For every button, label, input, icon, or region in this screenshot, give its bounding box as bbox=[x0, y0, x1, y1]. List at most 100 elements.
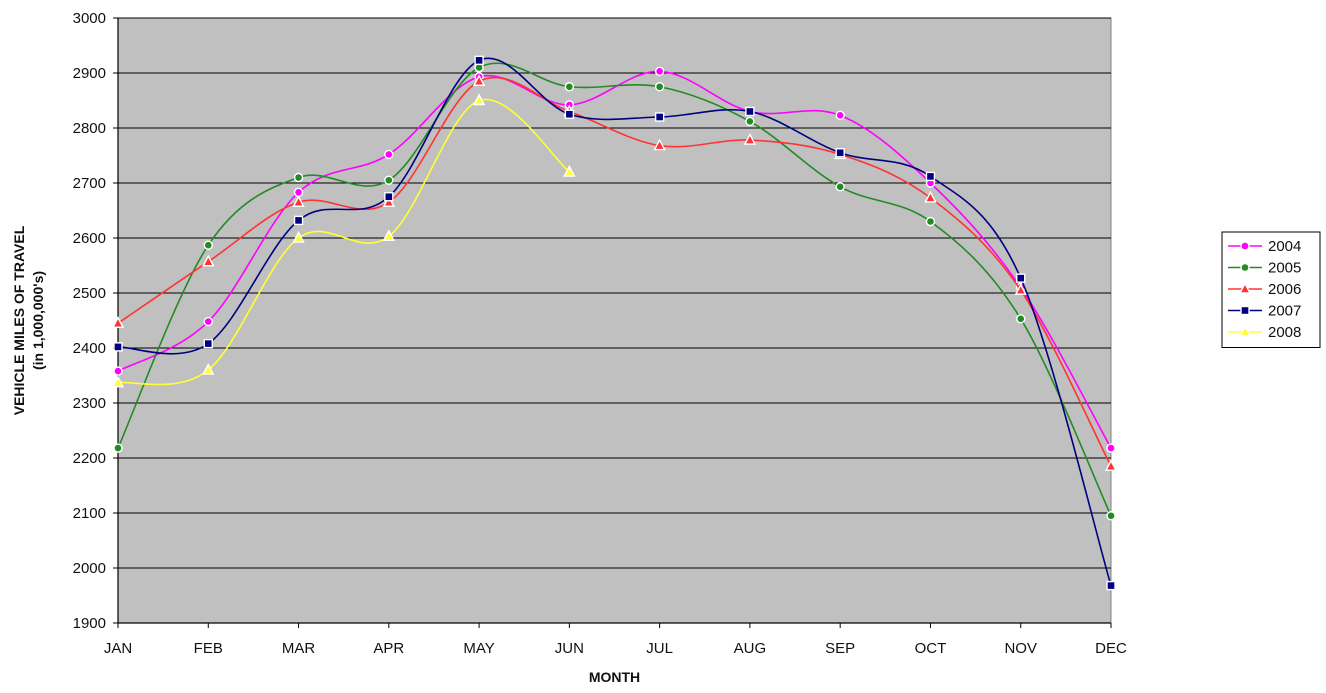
data-point-2007-JAN bbox=[113, 342, 123, 352]
data-point-2005-FEB bbox=[203, 240, 213, 250]
series-2007 bbox=[113, 55, 1116, 591]
series-line-2007 bbox=[117, 57, 1112, 586]
data-point-2007-JUL bbox=[654, 112, 665, 122]
legend-marker bbox=[1238, 324, 1252, 337]
x-tick-labels: JAN FEB MAR APR MAY JUN JUL AUG SEP OCT NOV DEC bbox=[104, 640, 1127, 657]
data-point-2005-NOV bbox=[1016, 314, 1026, 324]
legend-label: 2004 bbox=[1268, 238, 1301, 255]
legend-label: 2006 bbox=[1268, 281, 1301, 298]
data-point-2008-MAR bbox=[292, 230, 305, 243]
series-layer bbox=[111, 55, 1118, 591]
data-point-2008-APR bbox=[382, 229, 395, 242]
data-point-2007-SEP bbox=[835, 148, 845, 158]
x-axis-title: MONTH bbox=[589, 669, 640, 685]
data-point-2007-NOV bbox=[1016, 273, 1026, 283]
y-tick-label: 2800 bbox=[73, 120, 106, 137]
data-point-2006-MAR bbox=[292, 195, 305, 207]
legend-marker bbox=[1240, 305, 1250, 316]
y-axis-subtitle: (in 1,000,000's) bbox=[30, 271, 46, 370]
data-point-2007-MAR bbox=[293, 215, 304, 226]
data-point-2008-JUN bbox=[563, 164, 576, 177]
data-point-2005-APR bbox=[384, 175, 394, 185]
y-tick-label: 1900 bbox=[73, 615, 106, 632]
legend-item-2006: 2006 bbox=[1228, 281, 1301, 298]
data-point-2004-FEB bbox=[203, 316, 213, 327]
data-point-2007-MAY bbox=[474, 55, 484, 66]
y-tick-label: 3000 bbox=[73, 10, 106, 27]
series-line-2005 bbox=[117, 62, 1112, 517]
x-tick-label: NOV bbox=[1004, 640, 1037, 657]
y-axis-title-group: VEHICLE MILES OF TRAVEL (in 1,000,000's) bbox=[11, 225, 46, 415]
legend-item-2007: 2007 bbox=[1228, 303, 1301, 320]
legend: 2004 2005 2006 2007 2008 bbox=[1221, 231, 1321, 348]
x-tick-label: JAN bbox=[104, 640, 132, 657]
data-point-2005-JUL bbox=[654, 82, 665, 92]
x-tick-label: OCT bbox=[915, 640, 947, 657]
data-point-2006-JUL bbox=[653, 138, 666, 151]
data-point-2006-MAY bbox=[472, 74, 486, 86]
legend-item-2008: 2008 bbox=[1228, 324, 1301, 341]
y-tick-label: 2100 bbox=[73, 505, 106, 522]
data-point-2007-JUN bbox=[564, 109, 575, 119]
data-point-2005-JUN bbox=[564, 82, 575, 92]
data-point-2005-DEC bbox=[1106, 511, 1116, 521]
data-point-2005-SEP bbox=[835, 182, 845, 192]
y-axis-title: VEHICLE MILES OF TRAVEL bbox=[11, 225, 27, 415]
x-tick-label: SEP bbox=[825, 640, 855, 657]
plot-area bbox=[117, 17, 1112, 624]
y-tick-label: 2600 bbox=[73, 230, 106, 247]
x-tick-label: MAR bbox=[282, 640, 316, 657]
data-point-2004-MAR bbox=[293, 187, 304, 198]
data-point-2006-APR bbox=[382, 195, 395, 207]
legend-marker bbox=[1238, 281, 1252, 294]
legend-marker bbox=[1240, 262, 1250, 273]
legend-item-2005: 2005 bbox=[1228, 260, 1301, 277]
data-point-2005-OCT bbox=[925, 216, 936, 227]
x-tick-label: AUG bbox=[734, 640, 767, 657]
y-tick-label: 2400 bbox=[73, 340, 106, 357]
data-point-2008-FEB bbox=[202, 362, 215, 375]
series-2005 bbox=[113, 62, 1116, 521]
data-point-2006-NOV bbox=[1014, 283, 1027, 295]
data-point-2008-JAN bbox=[111, 375, 125, 388]
data-point-2006-FEB bbox=[202, 254, 215, 267]
data-point-2006-JAN bbox=[111, 316, 125, 328]
y-tick-label: 2300 bbox=[73, 395, 106, 412]
data-point-2007-DEC bbox=[1106, 580, 1116, 591]
y-tick-label: 2200 bbox=[73, 450, 106, 467]
y-tick-label: 2000 bbox=[73, 560, 106, 577]
legend-marker bbox=[1240, 241, 1250, 251]
x-tick-label: DEC bbox=[1095, 640, 1127, 657]
x-tick-label: FEB bbox=[194, 640, 223, 657]
data-point-2004-JAN bbox=[113, 366, 123, 376]
data-point-2004-APR bbox=[384, 149, 394, 160]
data-point-2007-AUG bbox=[745, 106, 755, 117]
gridlines bbox=[113, 17, 1111, 624]
x-tick-label: MAY bbox=[463, 640, 494, 657]
x-tick-label: APR bbox=[373, 640, 404, 657]
legend-label: 2007 bbox=[1268, 303, 1301, 320]
data-point-2006-OCT bbox=[924, 190, 937, 203]
data-point-2006-DEC bbox=[1104, 459, 1118, 471]
data-point-2006-AUG bbox=[743, 133, 757, 145]
data-point-2004-DEC bbox=[1106, 443, 1116, 453]
legend-label: 2005 bbox=[1268, 260, 1301, 277]
data-point-2005-MAR bbox=[293, 172, 304, 183]
data-point-2005-AUG bbox=[745, 116, 755, 127]
x-tick-label: JUN bbox=[555, 640, 584, 657]
data-point-2004-JUL bbox=[654, 66, 665, 77]
data-point-2007-APR bbox=[384, 192, 394, 202]
y-tick-labels: 1900 2000 2100 2200 2300 2400 2500 2600 2700 2800… bbox=[73, 10, 106, 632]
data-point-2005-JAN bbox=[113, 443, 123, 453]
y-tick-label: 2900 bbox=[73, 65, 106, 82]
series-2008 bbox=[111, 93, 576, 388]
data-point-2007-FEB bbox=[203, 338, 213, 349]
data-point-2008-MAY bbox=[472, 93, 486, 106]
legend-item-2004: 2004 bbox=[1228, 238, 1301, 255]
x-tick-label: JUL bbox=[646, 640, 673, 657]
data-point-2007-OCT bbox=[925, 171, 936, 182]
legend-label: 2008 bbox=[1268, 324, 1301, 341]
y-tick-label: 2500 bbox=[73, 285, 106, 302]
y-tick-label: 2700 bbox=[73, 175, 106, 192]
